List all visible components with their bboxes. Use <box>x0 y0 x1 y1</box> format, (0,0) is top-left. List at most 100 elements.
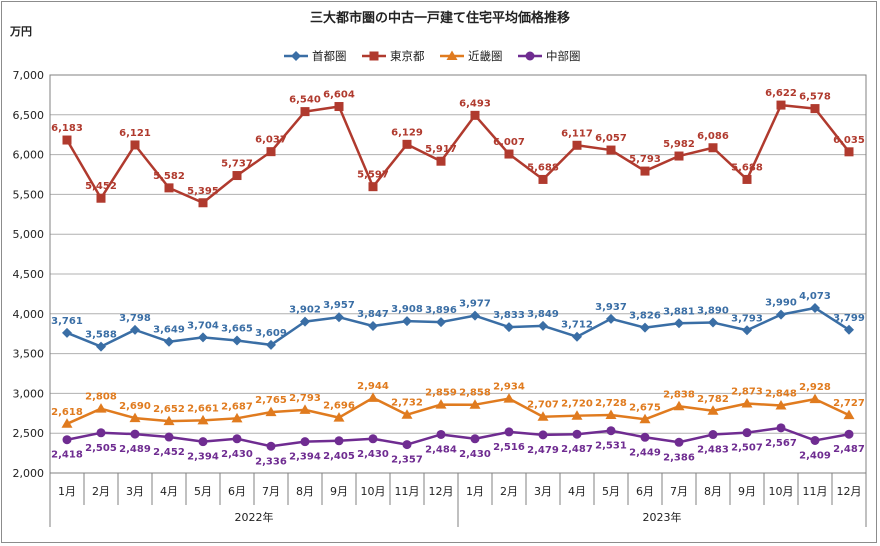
data-label: 6,117 <box>561 128 593 139</box>
x-tick-label: 6月 <box>228 485 246 498</box>
data-label: 2,934 <box>493 382 525 393</box>
data-point <box>538 174 548 184</box>
data-point <box>300 107 310 117</box>
data-point <box>402 139 412 149</box>
data-label: 5,737 <box>221 159 253 170</box>
data-point <box>470 434 480 444</box>
data-label: 2,505 <box>85 443 117 454</box>
data-point <box>640 432 650 442</box>
data-label: 2,690 <box>119 401 151 412</box>
data-point <box>164 336 174 347</box>
data-label: 3,793 <box>731 313 763 324</box>
data-point <box>708 430 718 440</box>
data-point <box>62 435 72 445</box>
data-label: 6,007 <box>493 137 525 148</box>
data-label: 3,826 <box>629 311 661 322</box>
data-point <box>708 143 718 153</box>
data-label: 6,121 <box>119 128 151 139</box>
data-label: 2,732 <box>391 398 423 409</box>
data-label: 6,086 <box>697 131 729 142</box>
y-tick-label: 6,000 <box>13 149 45 162</box>
x-tick-label: 3月 <box>126 485 144 498</box>
data-point <box>62 135 72 145</box>
x-tick-label: 10月 <box>769 485 794 498</box>
data-label: 3,665 <box>221 323 253 334</box>
x-tick-label: 5月 <box>602 485 620 498</box>
x-tick-label: 11月 <box>803 485 828 498</box>
legend-label: 中部圏 <box>546 49 581 63</box>
data-label: 3,890 <box>697 306 729 317</box>
data-point <box>96 341 106 352</box>
data-label: 2,848 <box>765 388 797 399</box>
y-tick-label: 3,500 <box>13 348 45 361</box>
data-label: 5,982 <box>663 139 695 150</box>
data-point <box>198 437 208 447</box>
data-label: 6,035 <box>833 135 865 146</box>
data-point <box>742 174 752 184</box>
data-label: 3,902 <box>289 305 321 316</box>
data-label: 3,847 <box>357 309 389 320</box>
data-point <box>333 412 345 422</box>
data-point <box>367 392 379 402</box>
data-point <box>266 441 276 451</box>
data-label: 3,712 <box>561 320 593 331</box>
data-point <box>198 332 208 343</box>
data-point <box>843 409 855 420</box>
data-point <box>334 312 344 323</box>
data-label: 3,704 <box>187 320 219 331</box>
data-label: 2,687 <box>221 401 253 412</box>
data-label: 2,516 <box>493 442 525 453</box>
data-point <box>198 198 208 208</box>
data-point <box>673 400 685 411</box>
data-point <box>368 182 378 192</box>
data-point <box>61 418 73 428</box>
x-tick-label: 2月 <box>500 485 518 498</box>
data-point <box>265 406 277 417</box>
data-point <box>776 423 786 433</box>
x-tick-label: 10月 <box>361 485 386 498</box>
data-label: 3,937 <box>595 302 627 313</box>
legend-label: 首都圏 <box>312 49 347 63</box>
data-point <box>402 316 412 327</box>
data-label: 4,073 <box>799 291 831 302</box>
data-label: 2,418 <box>51 450 83 461</box>
series-line <box>66 306 850 348</box>
legend-label: 近畿圏 <box>468 49 503 63</box>
data-label: 6,604 <box>323 90 355 101</box>
data-point <box>844 147 854 157</box>
data-label: 5,688 <box>731 162 763 173</box>
data-label: 2,405 <box>323 451 355 462</box>
x-group-label: 2022年 <box>235 510 274 524</box>
data-point <box>606 426 616 436</box>
y-axis-unit-label: 万円 <box>9 25 32 38</box>
y-tick-label: 7,000 <box>13 69 45 82</box>
data-point <box>640 166 650 176</box>
data-label: 3,896 <box>425 305 457 316</box>
data-label: 2,487 <box>833 444 865 455</box>
data-label: 3,588 <box>85 330 117 341</box>
data-point <box>572 429 582 439</box>
data-point <box>606 145 616 155</box>
data-label: 2,765 <box>255 395 287 406</box>
series-line <box>66 396 850 425</box>
data-label: 2,357 <box>391 455 423 466</box>
data-label: 2,858 <box>459 388 491 399</box>
data-label: 2,675 <box>629 402 661 413</box>
x-tick-label: 12月 <box>429 485 454 498</box>
data-point <box>197 414 209 425</box>
data-point <box>606 313 616 324</box>
data-point <box>742 325 752 336</box>
legend: 首都圏 東京都 近畿圏 中部圏 <box>284 49 581 63</box>
data-label: 2,430 <box>357 449 389 460</box>
data-point <box>538 320 548 331</box>
x-tick-label: 12月 <box>837 485 862 498</box>
data-label: 3,833 <box>493 310 525 321</box>
data-label: 5,452 <box>85 181 117 192</box>
legend-marker <box>291 51 301 61</box>
data-label: 5,688 <box>527 162 559 173</box>
x-tick-label: 8月 <box>704 485 722 498</box>
data-label: 2,618 <box>51 407 83 418</box>
data-point <box>810 302 820 313</box>
chart-title: 三大都市圏の中古一戸建て住宅平均価格推移 <box>310 10 570 26</box>
series-line <box>66 426 850 448</box>
